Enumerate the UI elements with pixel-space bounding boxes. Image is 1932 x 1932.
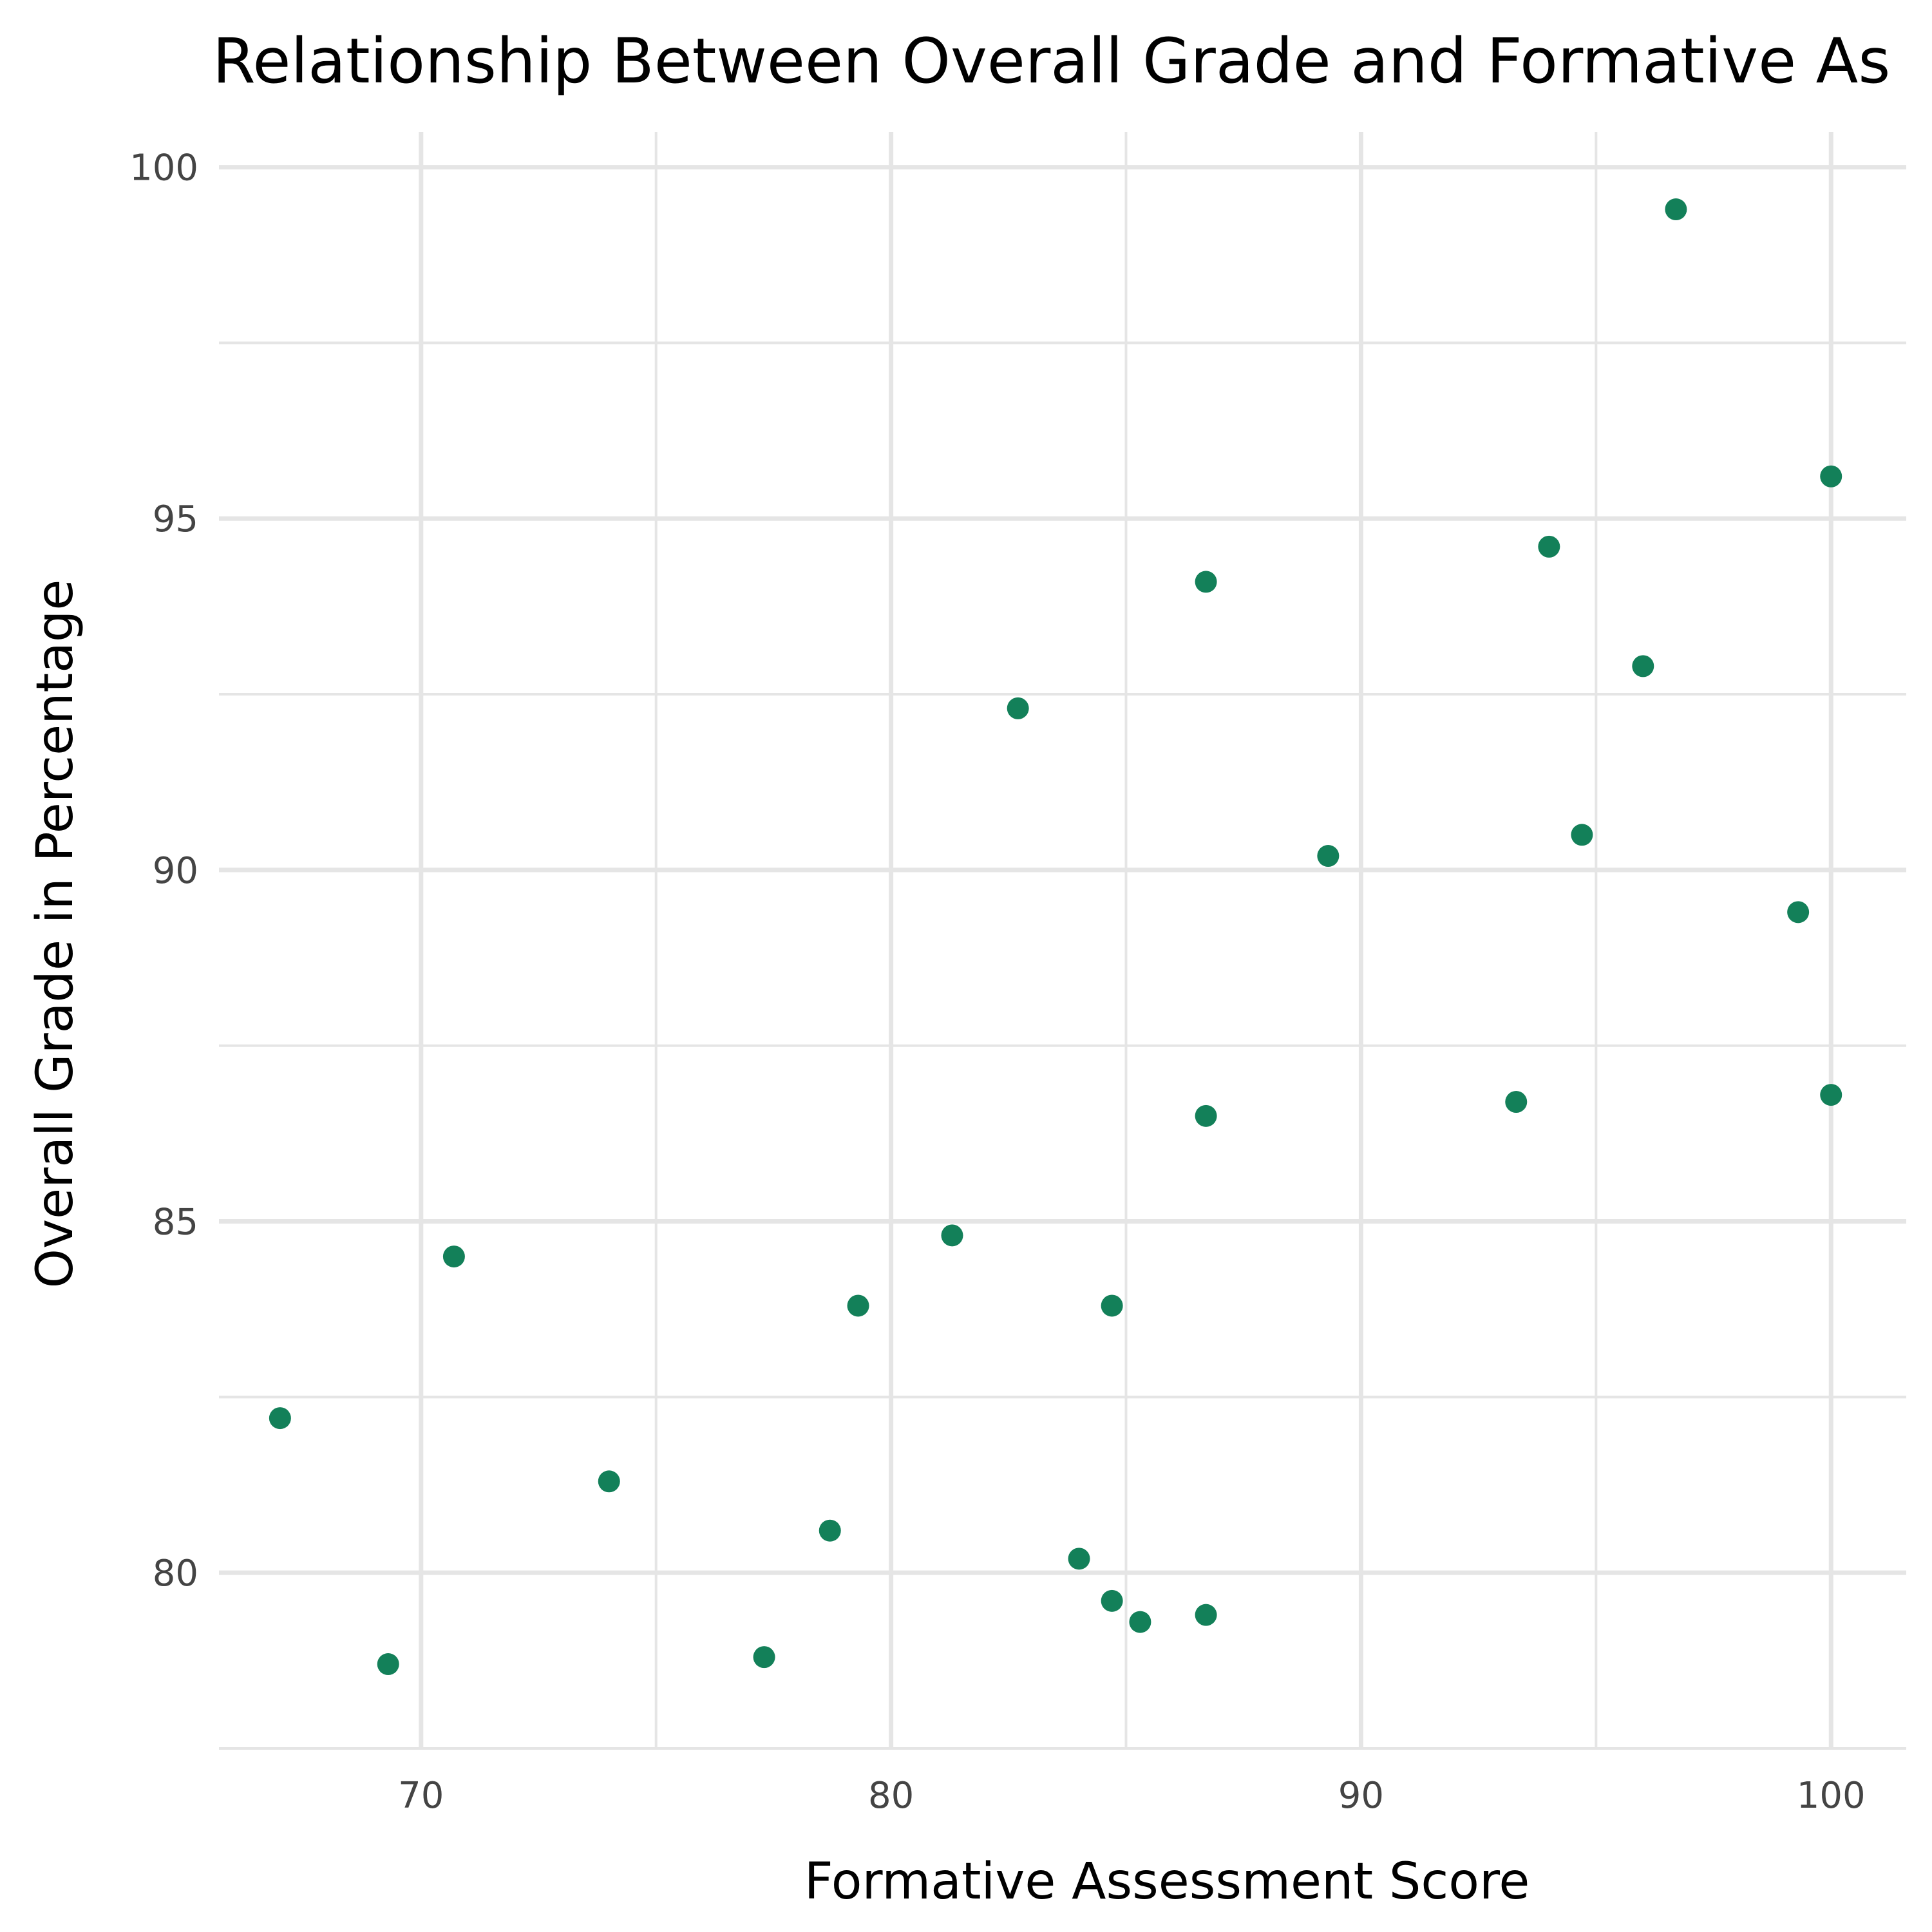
data-point bbox=[1632, 655, 1654, 677]
data-point bbox=[1195, 1604, 1217, 1626]
y-tick-label: 80 bbox=[153, 1553, 198, 1595]
x-axis-label: Formative Assessment Score bbox=[804, 1853, 1530, 1911]
x-tick-label: 100 bbox=[1797, 1775, 1866, 1817]
data-point bbox=[1505, 1091, 1528, 1113]
data-point bbox=[377, 1653, 399, 1676]
data-point bbox=[941, 1224, 963, 1247]
data-points bbox=[269, 198, 1842, 1676]
data-point bbox=[753, 1646, 775, 1669]
data-point bbox=[1068, 1548, 1090, 1570]
chart-title: Relationship Between Overall Grade and F… bbox=[213, 25, 1890, 97]
data-point bbox=[1317, 845, 1340, 867]
grid bbox=[219, 132, 1906, 1750]
data-point bbox=[442, 1245, 465, 1268]
data-point bbox=[1538, 535, 1560, 558]
data-point bbox=[1787, 901, 1810, 923]
x-tick-labels: 70 80 90 100 bbox=[398, 1775, 1865, 1817]
data-point bbox=[1820, 1084, 1842, 1106]
data-point bbox=[1007, 697, 1029, 719]
x-tick-label: 90 bbox=[1338, 1775, 1384, 1817]
data-point bbox=[1665, 198, 1687, 221]
data-point bbox=[1195, 571, 1217, 593]
data-point bbox=[1820, 465, 1842, 488]
data-point bbox=[1101, 1294, 1123, 1317]
data-point bbox=[598, 1470, 620, 1493]
y-tick-labels: 80 85 90 95 100 bbox=[129, 147, 198, 1595]
data-point bbox=[1129, 1611, 1151, 1633]
data-point bbox=[819, 1519, 841, 1542]
data-point bbox=[1101, 1589, 1123, 1612]
y-tick-label: 100 bbox=[129, 147, 198, 189]
y-axis-label: Overall Grade in Percentage bbox=[26, 580, 84, 1289]
data-point bbox=[1571, 824, 1593, 846]
x-tick-label: 70 bbox=[398, 1775, 444, 1817]
data-point bbox=[269, 1407, 291, 1430]
y-tick-label: 85 bbox=[153, 1202, 198, 1244]
data-point bbox=[847, 1294, 869, 1317]
y-tick-label: 95 bbox=[153, 498, 198, 540]
data-point bbox=[1195, 1104, 1217, 1127]
x-tick-label: 80 bbox=[868, 1775, 914, 1817]
y-tick-label: 90 bbox=[153, 850, 198, 892]
